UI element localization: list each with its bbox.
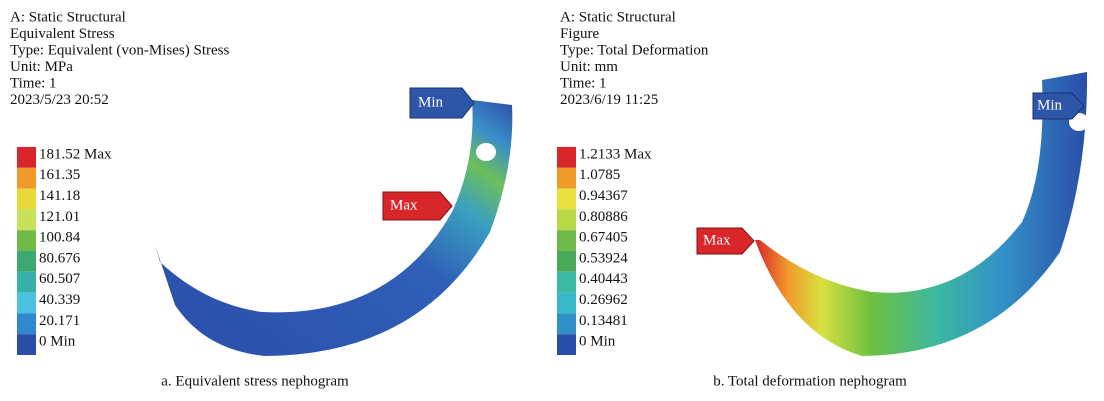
legend-swatch	[557, 147, 576, 168]
legend-swatch	[17, 230, 36, 251]
caption: a. Equivalent stress nephogram	[161, 373, 349, 389]
header-line: 2023/6/19 11:25	[560, 92, 658, 108]
legend-label: 0.13481	[579, 313, 628, 329]
legend-swatch	[17, 189, 36, 210]
callout-max: Max	[390, 197, 418, 213]
legend-swatch	[17, 251, 36, 272]
legend-label: 0 Min	[579, 334, 616, 350]
legend-swatch	[17, 168, 36, 189]
legend-label: 0.94367	[579, 188, 628, 204]
part-stress	[155, 100, 512, 356]
legend-swatch	[557, 293, 576, 314]
page: A: Static StructuralEquivalent StressTyp…	[0, 0, 1104, 401]
legend-swatch	[557, 272, 576, 293]
legend-swatch	[17, 147, 36, 168]
legend-swatch	[17, 313, 36, 334]
legend-label: 0.40443	[579, 271, 628, 287]
legend-label: 1.2133 Max	[579, 146, 652, 162]
header-line: Time: 1	[10, 75, 57, 91]
legend-swatch	[17, 334, 36, 355]
legend-swatch	[17, 293, 36, 314]
header-line: Type: Total Deformation	[560, 42, 709, 58]
header-line: A: Static Structural	[10, 9, 126, 25]
legend-swatch	[557, 334, 576, 355]
legend-label: 0.67405	[579, 230, 628, 246]
header-line: Type: Equivalent (von-Mises) Stress	[10, 42, 229, 58]
hole	[476, 143, 496, 161]
figure: A: Static StructuralEquivalent StressTyp…	[0, 0, 1104, 401]
legend-swatch	[557, 230, 576, 251]
caption: b. Total deformation nephogram	[713, 373, 907, 389]
legend-label: 0.80886	[579, 209, 628, 225]
callout-min: Min	[1037, 97, 1063, 113]
legend-label: 20.171	[39, 313, 80, 329]
legend-swatch	[557, 313, 576, 334]
header-line: Time: 1	[560, 75, 607, 91]
callout-min: Min	[418, 94, 444, 110]
header-line: Unit: mm	[560, 59, 618, 75]
legend-label: 40.339	[39, 292, 80, 308]
callout-max: Max	[703, 232, 731, 248]
legend-label: 0 Min	[39, 334, 76, 350]
legend-label: 0.26962	[579, 292, 628, 308]
legend-label: 1.0785	[579, 167, 620, 183]
legend-swatch	[557, 189, 576, 210]
legend-swatch	[557, 251, 576, 272]
header-line: Figure	[560, 26, 600, 42]
legend-label: 181.52 Max	[39, 146, 112, 162]
header-line: 2023/5/23 20:52	[10, 92, 109, 108]
legend-label: 80.676	[39, 250, 81, 266]
header-line: Equivalent Stress	[10, 26, 115, 42]
legend-label: 0.53924	[579, 250, 628, 266]
header-line: Unit: MPa	[10, 59, 73, 75]
panel-b	[697, 72, 1089, 356]
legend-swatch	[557, 209, 576, 230]
header-line: A: Static Structural	[560, 9, 676, 25]
legend-label: 121.01	[39, 209, 80, 225]
legend-label: 100.84	[39, 230, 81, 246]
legend-swatch	[17, 209, 36, 230]
legend-label: 141.18	[39, 188, 80, 204]
legend-label: 60.507	[39, 271, 81, 287]
legend-swatch	[17, 272, 36, 293]
legend-swatch	[557, 168, 576, 189]
legend-label: 161.35	[39, 167, 80, 183]
panel-a	[155, 88, 512, 356]
